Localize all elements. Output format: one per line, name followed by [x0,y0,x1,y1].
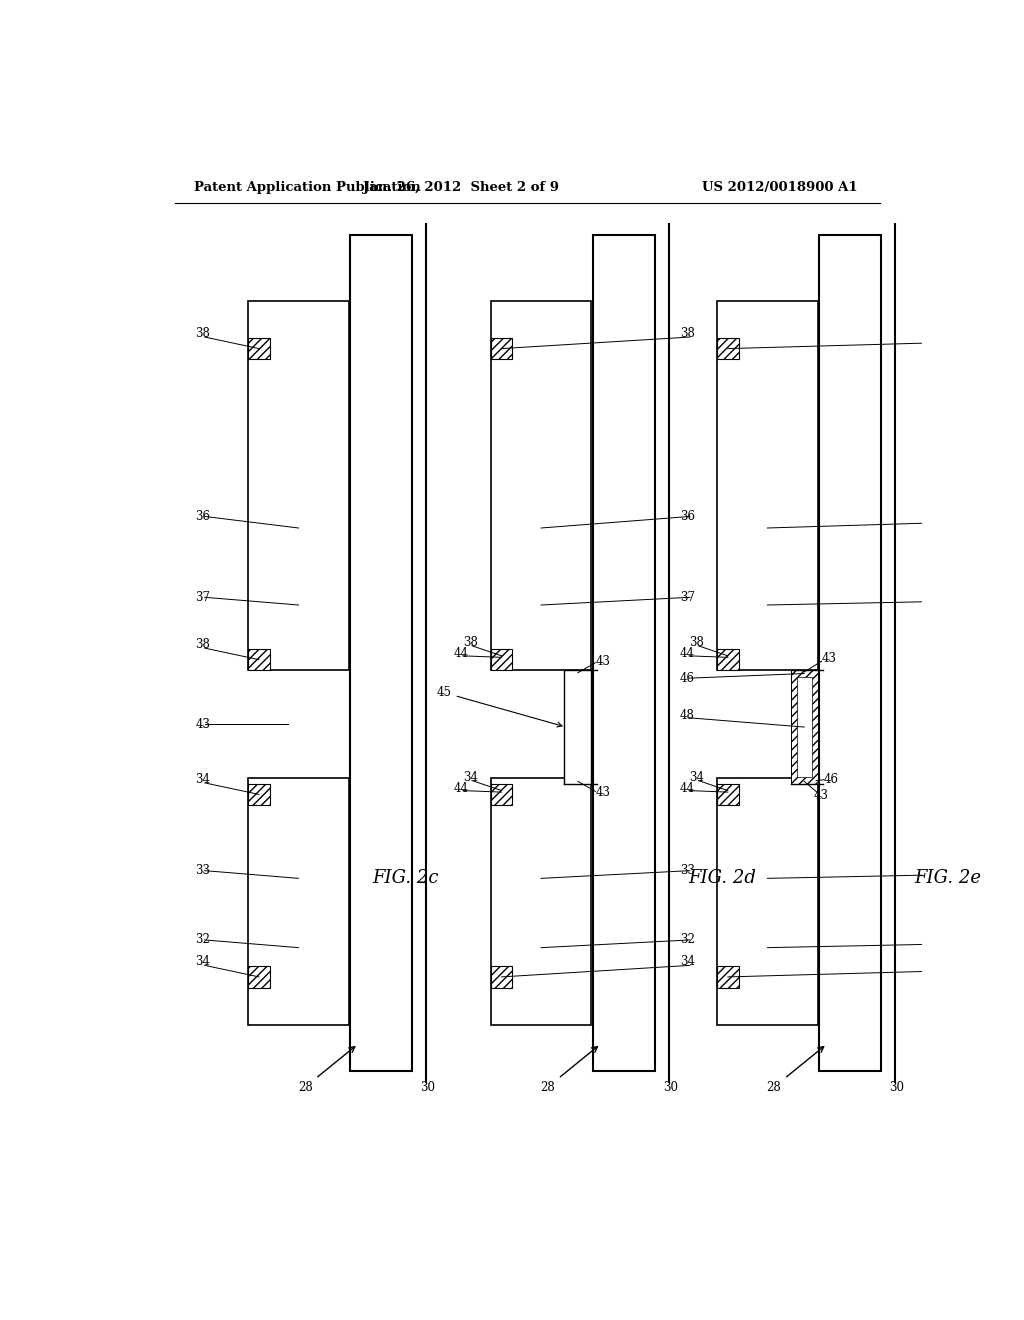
Bar [248,779,349,1024]
Text: 38: 38 [689,636,703,649]
Text: 45: 45 [436,686,562,727]
Bar [248,649,270,671]
Bar [717,966,738,987]
Text: US 2012/0018900 A1: US 2012/0018900 A1 [701,181,857,194]
Bar [350,235,413,1071]
Bar [717,649,738,671]
Bar [490,301,592,671]
Text: 38: 38 [196,638,210,651]
Bar [248,966,270,987]
Text: FIG. 2d: FIG. 2d [688,870,756,887]
Bar [248,338,270,359]
Text: 37: 37 [196,591,210,603]
Text: 43: 43 [814,788,828,801]
Text: 28: 28 [541,1081,555,1094]
Bar [490,338,512,359]
Text: 46: 46 [824,774,839,787]
Text: 30: 30 [420,1081,435,1094]
Text: 34: 34 [196,772,210,785]
Text: 32: 32 [196,933,210,946]
Text: Jan. 26, 2012  Sheet 2 of 9: Jan. 26, 2012 Sheet 2 of 9 [364,181,559,194]
Bar [717,338,738,359]
Text: 30: 30 [663,1081,678,1094]
Bar [791,671,818,784]
Text: 34: 34 [196,954,210,968]
Bar [564,671,592,784]
Bar [717,784,738,805]
Bar [248,301,349,671]
Text: Patent Application Publication: Patent Application Publication [194,181,421,194]
Text: FIG. 2e: FIG. 2e [914,870,982,887]
Text: 33: 33 [196,865,210,878]
Text: 34: 34 [681,954,695,968]
Bar [819,235,882,1071]
Text: 34: 34 [463,771,478,784]
Bar [717,301,818,671]
Text: 34: 34 [689,771,705,784]
Text: 44: 44 [454,781,469,795]
Text: 28: 28 [767,1081,781,1094]
Text: 44: 44 [454,647,469,660]
Text: 43: 43 [821,652,837,665]
Bar [797,677,812,777]
Bar [490,649,512,671]
Text: 37: 37 [681,591,695,603]
Bar [593,235,655,1071]
Text: 33: 33 [681,865,695,878]
Bar [248,784,270,805]
Bar [490,966,512,987]
Text: 36: 36 [681,510,695,523]
Bar [490,784,512,805]
Text: 43: 43 [196,718,210,731]
Text: 44: 44 [680,781,695,795]
Text: 43: 43 [595,655,610,668]
Bar [490,779,592,1024]
Text: 32: 32 [681,933,695,946]
Bar [717,779,818,1024]
Text: 38: 38 [463,636,477,649]
Text: 44: 44 [680,647,695,660]
Text: 38: 38 [681,326,695,339]
Text: 38: 38 [196,326,210,339]
Text: 30: 30 [889,1081,904,1094]
Text: 36: 36 [196,510,210,523]
Text: 28: 28 [298,1081,312,1094]
Text: 46: 46 [680,672,695,685]
Text: 48: 48 [680,709,694,722]
Text: 43: 43 [595,787,610,800]
Text: FIG. 2c: FIG. 2c [372,870,438,887]
